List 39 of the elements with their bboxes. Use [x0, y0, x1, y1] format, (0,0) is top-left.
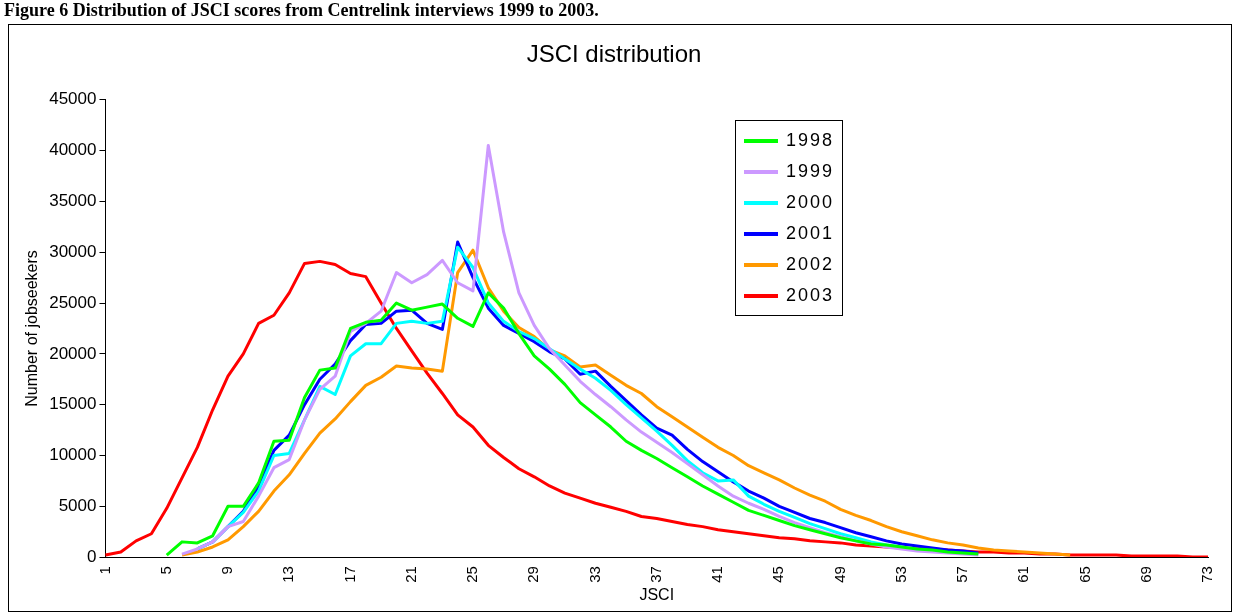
x-tick-label: 13	[279, 566, 297, 583]
x-tick-label: 49	[830, 566, 848, 583]
x-tick-label: 37	[646, 566, 664, 583]
y-tick-label: 0	[87, 546, 97, 566]
x-axis-title: JSCI	[639, 585, 675, 603]
legend-label: 2001	[786, 223, 835, 244]
x-tick-label: 61	[1014, 566, 1032, 583]
y-axis-title: Number of jobseekers	[23, 250, 41, 407]
legend-label: 2003	[786, 285, 835, 306]
y-tick-label: 25000	[49, 292, 97, 312]
x-tick-label: 53	[891, 566, 909, 583]
x-tick-label: 9	[218, 566, 236, 575]
x-tick-label: 73	[1198, 566, 1216, 583]
x-tick-label: 17	[340, 566, 358, 583]
x-tick-label: 41	[708, 566, 726, 583]
x-tick-label: 33	[585, 566, 603, 583]
x-tick-label: 5	[156, 566, 174, 575]
y-tick-label: 40000	[49, 140, 97, 160]
x-tick-label: 57	[953, 566, 971, 583]
caption: Figure 6 Distribution of JSCI scores from Centrelink interviews 1999 to 2003.	[4, 0, 599, 21]
legend-label: 2002	[786, 254, 835, 275]
x-tick-label: 21	[401, 566, 419, 583]
x-tick-label: 45	[769, 566, 787, 583]
y-tick-label: 5000	[58, 495, 97, 515]
y-tick-label: 10000	[49, 445, 97, 465]
x-tick-label: 25	[463, 566, 481, 583]
y-tick-label: 15000	[49, 394, 97, 414]
y-tick-label: 45000	[49, 89, 97, 109]
legend-label: 2000	[786, 192, 835, 213]
y-tick-label: 35000	[49, 191, 97, 211]
y-tick-label: 30000	[49, 241, 97, 261]
x-tick-label: 1	[95, 566, 113, 575]
x-tick-label: 65	[1075, 566, 1093, 583]
x-tick-label: 69	[1136, 566, 1154, 583]
x-tick-label: 29	[524, 566, 542, 583]
y-tick-label: 20000	[49, 343, 97, 363]
legend-label: 1999	[786, 161, 835, 182]
chart-title: JSCI distribution	[526, 40, 702, 68]
legend-label: 1998	[786, 130, 835, 151]
